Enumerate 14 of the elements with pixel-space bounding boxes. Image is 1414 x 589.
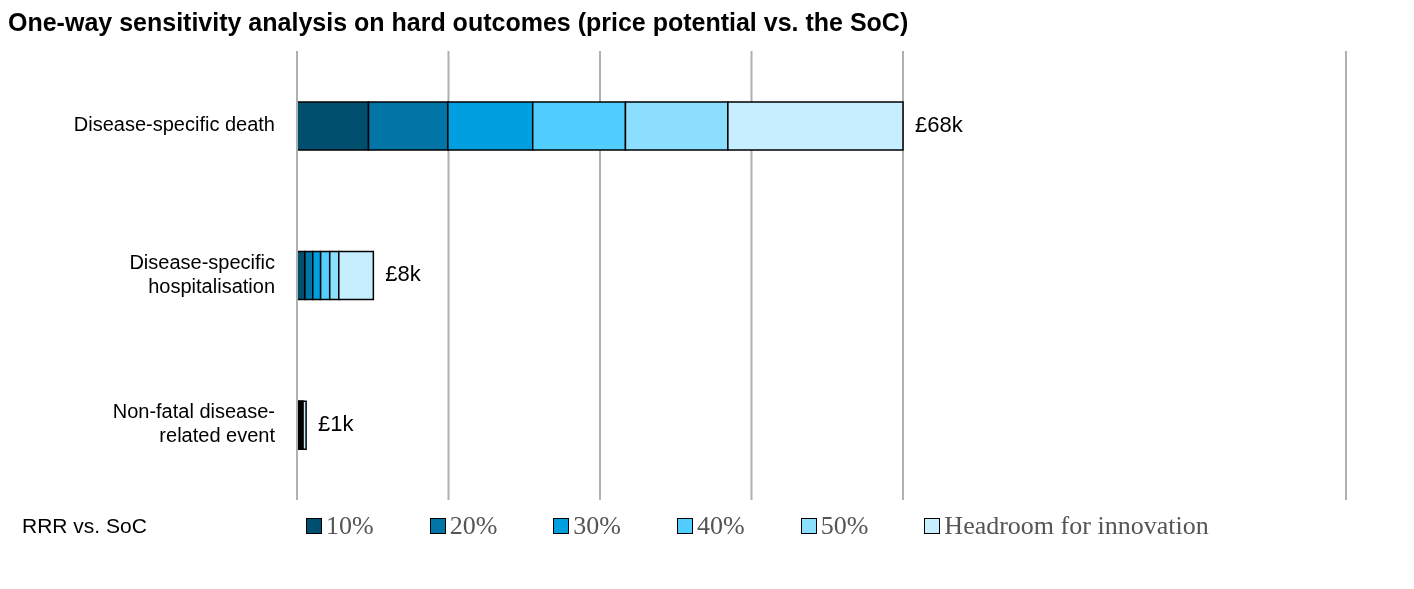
legend-title: RRR vs. SoC bbox=[22, 514, 148, 538]
y-tick-label: Disease-specific hospitalisation bbox=[129, 250, 275, 297]
annotation: £8k bbox=[385, 261, 422, 287]
chart-title: One-way sensitivity analysis on hard outcomes (price potential vs. the SoC) bbox=[8, 8, 910, 37]
legend-label: 40% bbox=[696, 511, 745, 541]
legend-label: 50% bbox=[819, 511, 869, 541]
y-tick-label: Disease-specific death bbox=[73, 113, 275, 136]
legend-label: 10% bbox=[325, 511, 374, 541]
legend-label: Headroom for innovation bbox=[943, 511, 1209, 541]
legend-label: 30% bbox=[572, 511, 622, 541]
y-tick-label: Non-fatal disease-related event bbox=[112, 400, 276, 447]
text: £68k bbox=[915, 111, 964, 137]
legend-label: 20% bbox=[448, 511, 498, 541]
annotation: £1k bbox=[318, 411, 355, 437]
